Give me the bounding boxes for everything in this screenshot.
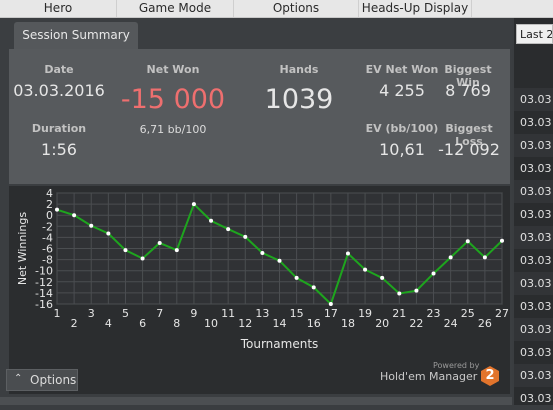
net-won-bb: 6,71 bb/100 (139, 123, 207, 136)
session-row[interactable]: 03.03 (514, 180, 553, 203)
date-value: 03.03.2016 (13, 81, 105, 100)
menu-bar: Hero Game Mode Options Heads-Up Display (0, 0, 553, 18)
session-row[interactable]: 03.03 (520, 116, 552, 129)
session-row[interactable]: 03.03 (520, 208, 552, 221)
session-row[interactable]: 03.03 (520, 392, 552, 405)
chevron-up-icon: ⌃ (14, 373, 23, 384)
session-summary-panel: Date 03.03.2016 Net Won -15 000 6,71 bb/… (9, 49, 510, 184)
biggest-win-value: 8 769 (445, 81, 491, 100)
menu-game-mode[interactable]: Game Mode (117, 0, 234, 17)
duration-value: 1:56 (41, 140, 77, 159)
session-row[interactable]: 03.03 (514, 364, 553, 387)
session-row[interactable]: 03.03 (520, 162, 552, 175)
options-label: Options (30, 373, 77, 387)
session-row[interactable]: 03.03 (520, 254, 552, 267)
bottom-strip (0, 397, 512, 405)
hands-value: 1039 (264, 84, 334, 115)
net-won-value: -15 000 (120, 84, 226, 115)
period-dropdown[interactable]: Last 2 (516, 24, 553, 44)
menu-hud[interactable]: Heads-Up Display (359, 0, 472, 17)
session-row[interactable]: 03.03 (514, 226, 553, 249)
session-row[interactable]: 03.03 (514, 134, 553, 157)
ev-net-won-label: EV Net Won (365, 63, 439, 76)
net-won-label: Net Won (146, 63, 200, 76)
menu-hero[interactable]: Hero (0, 0, 117, 17)
biggest-loss-value: -12 092 (438, 140, 500, 159)
session-row[interactable]: 03.03 (520, 346, 552, 359)
session-row[interactable]: 03.03 (514, 88, 553, 111)
session-row[interactable]: 03.03 (514, 272, 553, 295)
duration-label: Duration (31, 122, 87, 135)
session-row[interactable]: 03.03 (514, 318, 553, 341)
session-row[interactable]: 03.03 (520, 300, 552, 313)
ev-bb-value: 10,61 (379, 140, 425, 159)
hands-label: Hands (279, 63, 319, 76)
date-label: Date (44, 63, 74, 76)
powered-by-text: Powered by (433, 361, 480, 370)
tab-session-summary[interactable]: Session Summary (14, 22, 138, 49)
options-button[interactable]: ⌃ Options (6, 369, 78, 391)
ev-net-won-value: 4 255 (379, 81, 425, 100)
ev-bb-label: EV (bb/100) (365, 122, 439, 135)
brand-name: Hold'em Manager (380, 370, 478, 383)
menu-options[interactable]: Options (234, 0, 359, 17)
biggest-win-label: Biggest Win (444, 63, 492, 89)
biggest-loss-label: Biggest Loss (445, 122, 493, 148)
hm2-logo-icon: 2 (481, 366, 499, 386)
